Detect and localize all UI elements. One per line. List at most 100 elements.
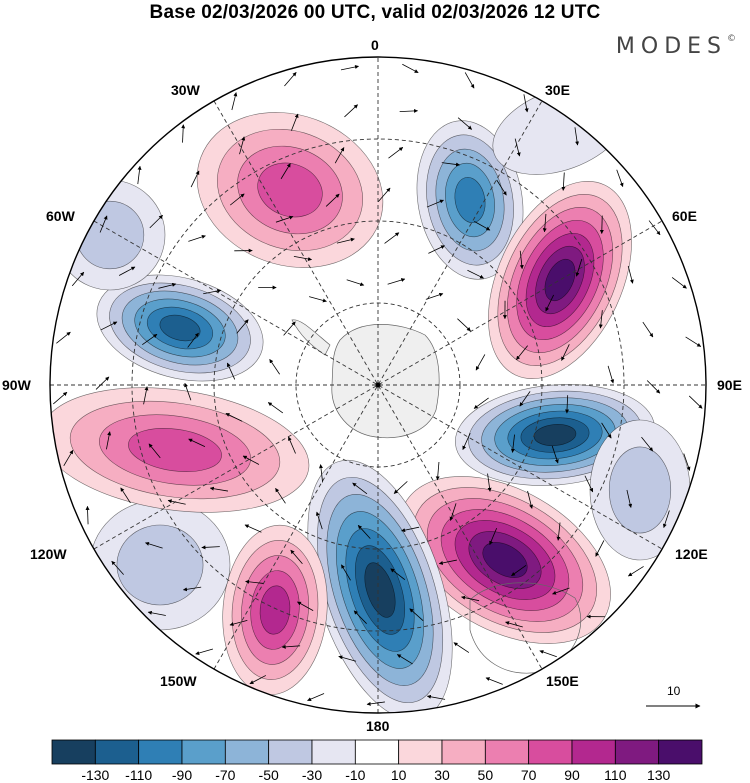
wind-arrow-17 [357,525,371,539]
wind-arrow-113 [229,619,248,627]
wind-arrow-41 [184,382,192,401]
wind-arrow-2 [352,482,368,495]
anomaly-contour-negative-90e-6 [534,424,576,446]
anomaly-contour-positive-130e-6 [482,542,528,578]
lon-label-0: 0 [371,37,379,53]
wind-arrow-116 [53,391,68,405]
wind-arrow-57 [438,559,457,565]
streamline-loop-negative-120w-1 [116,524,204,606]
colorbar-swatch-8 [398,739,443,765]
wind-arrow-104 [641,436,654,452]
wind-arrow-91 [149,214,163,229]
colorbar-swatch-10 [484,739,530,765]
streamline-loop-negative-170e-6 [364,562,396,618]
streamline-loop-negative-15e-3 [445,162,495,238]
wind-arrow-62 [148,443,161,459]
wind-arrow-99 [561,172,566,191]
wind-arrow-72 [496,179,507,196]
streamline-loop-positive-45e-0 [488,180,632,380]
wind-arrow-75 [598,310,603,329]
wind-arrow-109 [453,642,470,653]
colorbar-swatch-2 [138,739,183,765]
streamline-loop-positive-45e-1 [497,193,623,367]
streamline-loop-negative-15e-1 [426,134,514,266]
wind-arrow-11 [425,292,444,300]
streamline-loop-positive-20w-0 [196,112,384,268]
wind-arrow-93 [239,136,246,155]
colorbar [51,739,703,765]
antarctic-peninsula [291,319,331,356]
wind-arrow-84 [297,601,314,611]
wind-arrow-147 [85,505,90,525]
colorbar-swatch-11 [528,739,573,765]
wind-arrow-78 [584,475,594,493]
wind-arrow-56 [489,527,498,546]
streamline-loop-positive-150w-4 [259,585,291,635]
lon-label-30w: 30W [171,82,200,98]
colorbar-swatch-14 [658,739,703,765]
wind-arrow-43 [203,289,222,295]
streamline-loop-positive-45e-6 [544,258,576,302]
wind-arrow-82 [409,608,424,621]
wind-arrow-54 [551,445,559,464]
anomaly-contour-positive-150w-4 [260,585,290,635]
colorbar-swatch-9 [441,739,486,765]
anomaly-contour-positive-45e-6 [544,259,576,301]
streamlines [53,63,703,706]
streamline-loop-positive-20w-2 [237,145,343,235]
wind-arrow-100 [599,215,604,234]
wind-arrow-86 [120,487,131,504]
wind-arrow-51 [545,294,554,312]
streamline-loop-negative-70w-2 [121,290,239,366]
anomaly-contour-negative-170e-6 [364,562,396,618]
anomaly-positive-20w [196,112,384,268]
wind-arrow-10 [387,278,406,285]
wind-arrow-130 [648,220,661,236]
wind-arrow-87 [106,431,112,450]
wind-arrow-139 [485,677,503,685]
wind-arrow-35 [449,503,457,521]
wind-arrow-83 [353,610,367,624]
wind-arrow-145 [147,610,166,616]
streamline-loop-positive-45e-2 [506,206,614,354]
wind-arrow-136 [628,566,644,577]
chart-title: Base 02/03/2026 00 UTC, valid 02/03/2026… [149,2,601,23]
wind-arrow-33 [510,434,515,453]
wind-arrow-58 [390,568,406,581]
wind-arrow-122 [231,92,238,111]
colorbar-swatch-0 [51,739,96,765]
wind-arrow-42 [187,332,199,348]
wind-arrow-23 [236,319,249,334]
colorbar-swatch-4 [224,739,270,765]
colorbar-label--90: -90 [171,767,193,783]
wind-arrow-15 [462,433,471,450]
wind-arrow-89 [100,321,118,331]
colorbar-swatch-7 [354,739,400,765]
wind-arrow-46 [325,193,340,207]
colorbar-label-70: 70 [520,767,537,783]
wind-arrow-3 [318,464,324,483]
wind-arrow-12 [457,318,471,332]
wind-arrow-119 [99,215,108,233]
wind-arrow-85 [145,541,163,549]
colorbar-swatch-12 [571,739,616,765]
wind-arrow-142 [307,693,325,701]
streamline-loop-positive-130e-6 [482,542,528,578]
wind-arrow-132 [685,336,702,347]
anomaly-contour-positive-100w-3 [128,428,222,472]
wind-arrow-64 [142,333,158,346]
wind-arrow-50 [519,250,524,270]
wind-arrow-1 [393,481,408,494]
wind-arrow-135 [662,510,670,528]
wind-arrow-34 [487,473,492,492]
streamline-loop-negative-170e-3 [335,511,425,669]
new-zealand-outline [469,582,582,674]
colorbar-label--130: -130 [81,767,110,783]
wind-arrow-108 [505,621,523,628]
anomaly-contour-negative-70w-5 [159,315,201,341]
wind-arrow-90 [118,266,136,276]
wind-arrow-0 [435,461,440,481]
colorbar-label--30: -30 [301,767,323,783]
wind-arrow-121 [181,124,186,143]
